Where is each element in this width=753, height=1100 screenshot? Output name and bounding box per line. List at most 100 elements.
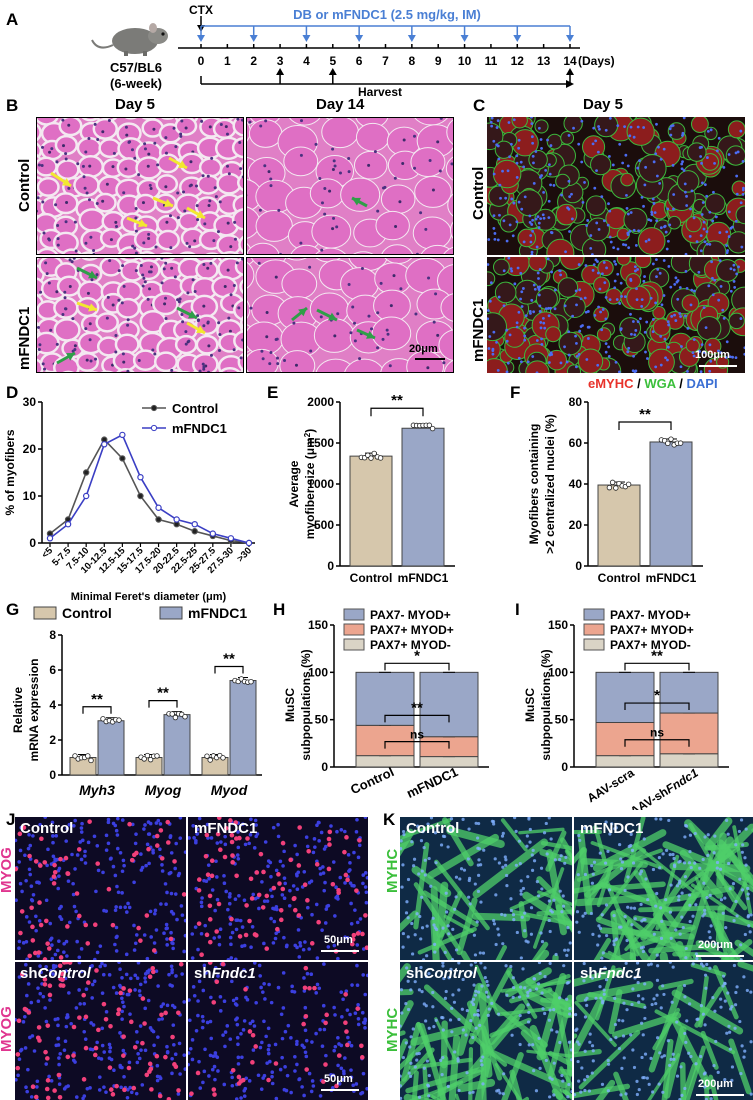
dapi-nucleus [634, 269, 637, 273]
myog-nucleus [43, 1049, 48, 1055]
dapi-nucleus [156, 1035, 160, 1039]
nucleus [299, 153, 303, 157]
nucleus [63, 296, 67, 300]
dapi-nucleus [687, 861, 692, 865]
dapi-nucleus [406, 935, 410, 939]
dapi-nucleus [17, 939, 22, 944]
dapi-nucleus [401, 863, 405, 867]
dapi-nucleus [592, 860, 597, 864]
dapi-nucleus [502, 1072, 506, 1076]
dapi-nucleus [238, 918, 243, 923]
dapi-nucleus [47, 1074, 51, 1079]
dapi-nucleus [64, 1024, 69, 1029]
dapi-nucleus [654, 817, 658, 821]
dapi-nucleus [154, 969, 159, 973]
y-tick-label: 0 [321, 760, 328, 774]
dapi-nucleus [451, 993, 455, 997]
muscle-fiber [412, 216, 452, 250]
dapi-nucleus [120, 1017, 124, 1021]
myog-nucleus [58, 856, 63, 862]
dapi-nucleus [662, 147, 666, 151]
dapi-nucleus [520, 915, 524, 919]
dapi-nucleus [568, 230, 571, 233]
dapi-nucleus [539, 217, 543, 221]
dapi-nucleus [263, 997, 267, 1001]
y-tick-label: 100 [548, 665, 568, 679]
data-point [668, 436, 674, 442]
myotube [405, 1066, 485, 1094]
myotube [457, 1078, 496, 1093]
series-point-mFNDC1 [191, 520, 198, 528]
dapi-nucleus [295, 852, 299, 857]
dapi-nucleus [517, 138, 521, 142]
dapi-nucleus [686, 326, 690, 330]
fiber-membrane [487, 271, 496, 287]
dapi-nucleus [688, 893, 692, 897]
nucleus [195, 204, 199, 208]
muscle-fiber [95, 312, 119, 333]
dapi-nucleus [624, 962, 628, 965]
dapi-nucleus [302, 989, 307, 993]
dapi-nucleus [304, 1038, 309, 1043]
dapi-nucleus [688, 849, 692, 854]
dapi-nucleus [416, 824, 420, 828]
nucleus [389, 304, 393, 308]
dapi-nucleus [684, 823, 688, 828]
dapi-nucleus [333, 914, 337, 918]
dapi-nucleus [122, 1004, 126, 1009]
dapi-nucleus [523, 195, 527, 199]
dapi-nucleus [258, 974, 262, 978]
j-tile-shcontrol [15, 962, 186, 1100]
dapi-nucleus [304, 835, 309, 839]
myog-nucleus [266, 1077, 271, 1083]
dapi-nucleus [540, 337, 543, 341]
dapi-nucleus [174, 841, 178, 846]
dapi-nucleus [661, 984, 665, 988]
treatment-arrow-head [355, 35, 364, 42]
dapi-nucleus [737, 265, 740, 269]
dapi-nucleus [459, 867, 464, 871]
dapi-nucleus [544, 307, 548, 310]
myog-nucleus [57, 1094, 63, 1100]
nucleus [237, 306, 241, 310]
myog-nucleus [211, 1087, 217, 1092]
dapi-nucleus [565, 997, 569, 1001]
dapi-nucleus [29, 1095, 34, 1099]
dapi-nucleus [528, 840, 532, 844]
muscle-fiber [239, 279, 243, 295]
dapi-nucleus [121, 858, 126, 863]
dapi-nucleus [413, 933, 417, 937]
dapi-nucleus [713, 942, 717, 946]
dapi-nucleus [213, 908, 217, 913]
fiber-membrane [691, 117, 709, 133]
dapi-nucleus [400, 1024, 402, 1028]
dapi-nucleus [461, 1028, 465, 1032]
dapi-nucleus [534, 217, 538, 221]
dapi-nucleus [548, 1095, 552, 1099]
dapi-nucleus [549, 837, 553, 841]
dapi-nucleus [21, 941, 26, 945]
fiber-membrane [704, 193, 726, 214]
k-tile-shcontrol [400, 962, 572, 1100]
dapi-nucleus [537, 962, 542, 965]
myog-nucleus [147, 1061, 153, 1067]
nucleus [442, 361, 446, 365]
dapi-nucleus [225, 1024, 230, 1028]
muscle-fiber [247, 261, 255, 289]
dapi-nucleus [503, 913, 507, 917]
dapi-nucleus [534, 150, 538, 153]
nucleus [179, 134, 183, 138]
nucleus [84, 327, 88, 331]
nucleus [333, 334, 337, 338]
dapi-nucleus [192, 993, 197, 998]
dapi-nucleus [64, 939, 69, 944]
mouse-strain-label: C57/BL6 [110, 60, 162, 75]
dapi-nucleus [241, 822, 245, 826]
dapi-nucleus [350, 983, 354, 987]
dapi-nucleus [106, 817, 111, 822]
dapi-nucleus [634, 244, 638, 247]
myog-nucleus [302, 985, 308, 991]
muscle-fiber [156, 229, 180, 251]
dapi-nucleus [517, 310, 521, 314]
muscle-fiber [231, 208, 243, 231]
